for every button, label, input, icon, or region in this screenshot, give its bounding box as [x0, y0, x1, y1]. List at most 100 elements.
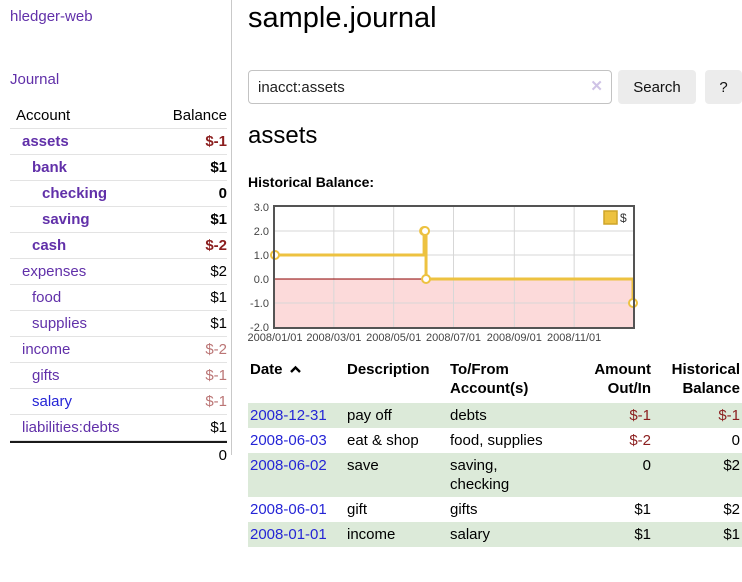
- sidebar: hledger-web Journal Account Balance asse…: [0, 0, 232, 464]
- svg-text:2.0: 2.0: [254, 226, 269, 238]
- transaction-description: pay off: [347, 407, 392, 424]
- legend-swatch: [603, 210, 618, 225]
- amount-header-line2: Out/In: [607, 380, 651, 397]
- date-header-label: Date: [250, 361, 283, 378]
- transaction-description: gift: [347, 501, 368, 518]
- account-link[interactable]: checking: [42, 185, 108, 202]
- account-balance: 0: [218, 185, 227, 202]
- account-link[interactable]: income: [22, 341, 71, 358]
- svg-text:2008/11/01: 2008/11/01: [547, 332, 601, 344]
- transaction-amount: 0: [642, 457, 651, 474]
- transaction-date-link[interactable]: 2008-01-01: [250, 526, 327, 543]
- account-balance: $1: [210, 315, 227, 332]
- transaction-balance: $2: [723, 501, 740, 518]
- account-row: salary $-1: [10, 389, 227, 415]
- amount-header-line1: Amount: [594, 361, 651, 378]
- transaction-balance: $1: [723, 526, 740, 543]
- account-row: assets $-1: [10, 129, 227, 155]
- chart-title: Historical Balance:: [248, 174, 375, 190]
- description-header: Description: [347, 361, 430, 378]
- register-table: Date Description To/From Account(s) Amou…: [248, 358, 742, 547]
- account-row: cash $-2: [10, 233, 227, 259]
- search-input[interactable]: [248, 70, 612, 104]
- transaction-amount: $-1: [629, 407, 651, 424]
- svg-text:2008/09/01: 2008/09/01: [487, 332, 542, 344]
- account-column-header: Account: [16, 107, 71, 124]
- account-balance: $1: [210, 159, 227, 176]
- total-balance: 0: [218, 446, 227, 464]
- account-row: checking 0: [10, 181, 227, 207]
- transaction-date-link[interactable]: 2008-06-01: [250, 501, 327, 518]
- account-balance: $-1: [205, 393, 227, 410]
- account-balance: $1: [210, 211, 227, 228]
- account-link[interactable]: expenses: [22, 263, 87, 280]
- account-header-line2: Account(s): [450, 380, 529, 397]
- balance-header-line2: Balance: [682, 380, 740, 397]
- transaction-balance: $2: [723, 457, 740, 474]
- balance-header-line1: Historical: [671, 361, 740, 378]
- page-title: sample.journal: [248, 2, 437, 34]
- search-form: ✕ Search ?: [248, 70, 742, 104]
- historical-balance-chart: 3.0 2.0 1.0 0.0 -1.0 -2.0 2008/01/01 2008/03/01…: [240, 202, 640, 348]
- app-title-link[interactable]: hledger-web: [10, 8, 93, 25]
- register-row: 2008-01-01 income salary $1 $1: [248, 522, 742, 547]
- account-link[interactable]: cash: [32, 237, 67, 254]
- sidebar-item-journal[interactable]: Journal: [10, 71, 60, 88]
- account-row: food $1: [10, 285, 227, 311]
- account-tree-total-row: 0: [10, 441, 227, 467]
- transaction-accounts: food, supplies: [450, 432, 543, 449]
- account-header: To/From Account(s): [448, 358, 548, 403]
- transaction-amount: $-2: [629, 432, 651, 449]
- transaction-date-link[interactable]: 2008-12-31: [250, 407, 327, 424]
- account-link[interactable]: liabilities:debts: [22, 419, 120, 436]
- account-tree-rows: assets $-1 bank $1 checking 0 saving $1 cash $-2 e…: [10, 129, 227, 441]
- amount-header: Amount Out/In: [548, 358, 653, 403]
- register-row: 2008-06-01 gift gifts $1 $2: [248, 497, 742, 522]
- transaction-description: eat & shop: [347, 432, 419, 449]
- transaction-description: income: [347, 526, 396, 543]
- account-link[interactable]: supplies: [32, 315, 88, 332]
- transaction-amount: $1: [634, 501, 651, 518]
- account-header-line1: To/From: [450, 361, 509, 378]
- account-balance: $-2: [205, 237, 227, 254]
- account-link[interactable]: gifts: [32, 367, 60, 384]
- transaction-date-link[interactable]: 2008-06-02: [250, 457, 327, 474]
- help-button[interactable]: ?: [705, 70, 742, 104]
- date-header: Date: [248, 358, 345, 403]
- svg-text:2008/05/01: 2008/05/01: [366, 332, 421, 344]
- transaction-accounts: debts: [450, 407, 487, 424]
- clear-search-icon[interactable]: ✕: [590, 78, 603, 95]
- transaction-description: save: [347, 457, 379, 474]
- svg-text:2008/03/01: 2008/03/01: [306, 332, 361, 344]
- svg-text:-1.0: -1.0: [250, 298, 269, 310]
- account-row: supplies $1: [10, 311, 227, 337]
- account-row: gifts $-1: [10, 363, 227, 389]
- account-row: saving $1: [10, 207, 227, 233]
- account-balance: $-1: [205, 133, 227, 150]
- transaction-balance: 0: [731, 432, 740, 449]
- account-row: income $-2: [10, 337, 227, 363]
- svg-text:0.0: 0.0: [254, 274, 269, 286]
- register-row: 2008-06-03 eat & shop food, supplies $-2 0: [248, 428, 742, 453]
- transaction-date-link[interactable]: 2008-06-03: [250, 432, 327, 449]
- svg-text:2008/07/01: 2008/07/01: [426, 332, 481, 344]
- transaction-amount: $1: [634, 526, 651, 543]
- account-link[interactable]: bank: [32, 159, 68, 176]
- account-balance: $-1: [205, 367, 227, 384]
- account-link[interactable]: assets: [22, 133, 69, 150]
- search-button[interactable]: Search: [618, 70, 696, 104]
- register-body: 2008-12-31 pay off debts $-1 $-1 2008-06-03 ea…: [248, 403, 742, 547]
- transaction-accounts: gifts: [450, 501, 478, 518]
- account-balance: $-2: [205, 341, 227, 358]
- account-link[interactable]: food: [32, 289, 62, 306]
- account-tree: Account Balance assets $-1 bank $1 checking 0…: [10, 103, 227, 467]
- sort-ascending-icon: [289, 365, 301, 373]
- account-row: bank $1: [10, 155, 227, 181]
- register-row: 2008-12-31 pay off debts $-1 $-1: [248, 403, 742, 428]
- account-link[interactable]: saving: [42, 211, 90, 228]
- account-link[interactable]: salary: [32, 393, 73, 410]
- balance-header: Historical Balance: [653, 358, 742, 403]
- account-row: expenses $2: [10, 259, 227, 285]
- search-input-wrap: ✕: [248, 70, 612, 104]
